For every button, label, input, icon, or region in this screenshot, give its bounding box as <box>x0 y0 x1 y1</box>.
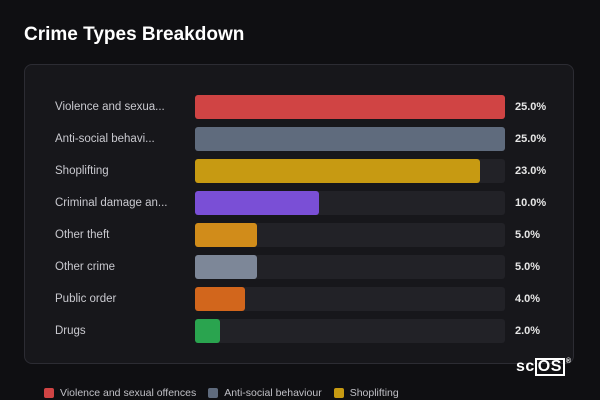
legend-swatch <box>44 388 54 398</box>
bar-track <box>195 319 505 343</box>
bar-category-label: Anti-social behavi... <box>55 133 155 145</box>
legend-swatch <box>208 388 219 398</box>
bar-track <box>195 255 505 279</box>
bar-row: Anti-social behavi... 25.0% <box>25 127 573 151</box>
bar <box>195 223 257 247</box>
bar <box>195 191 319 215</box>
logo-box-text: OS <box>534 358 565 376</box>
bar-category-label: Drugs <box>55 325 86 337</box>
bar-track <box>195 95 505 119</box>
bar-category-label: Public order <box>55 293 117 305</box>
bar-track <box>195 191 505 215</box>
bar-category-label: Other theft <box>55 229 110 241</box>
bar-value-label: 10.0% <box>515 197 547 209</box>
bar-value-label: 25.0% <box>515 101 547 113</box>
bar <box>195 127 505 151</box>
bar-track <box>195 127 505 151</box>
bar-category-label: Shoplifting <box>55 165 109 177</box>
bar-row: Violence and sexua... 25.0% <box>25 95 573 119</box>
bar <box>195 319 220 343</box>
chart-title: Crime Types Breakdown <box>24 24 245 45</box>
bar-value-label: 23.0% <box>515 165 547 177</box>
logo-text: sc <box>516 358 535 375</box>
legend-item: Anti-social behaviour <box>208 386 322 400</box>
bar <box>195 287 245 311</box>
bar-row: Drugs 2.0% <box>25 319 573 343</box>
bar-category-label: Criminal damage an... <box>55 197 168 209</box>
logo-registered-mark: ® <box>565 358 572 365</box>
chart-legend: Violence and sexual offences Anti-social … <box>44 386 399 400</box>
legend-swatch <box>333 388 344 398</box>
bar <box>195 255 257 279</box>
legend-label: Shoplifting <box>349 387 399 399</box>
bar-track <box>195 287 505 311</box>
bar-track <box>195 223 505 247</box>
bar-value-label: 4.0% <box>515 293 541 305</box>
legend-item: Shoplifting <box>333 386 399 400</box>
bar-value-label: 2.0% <box>515 325 541 337</box>
bar-row: Other theft 5.0% <box>25 223 573 247</box>
legend-label: Anti-social behaviour <box>224 387 322 399</box>
bar <box>195 95 505 119</box>
bar-row: Other crime 5.0% <box>25 255 573 279</box>
bar <box>195 159 480 183</box>
legend-item: Violence and sexual offences <box>44 386 196 400</box>
bar-category-label: Other crime <box>55 261 116 273</box>
bar-category-label: Violence and sexua... <box>55 101 165 113</box>
bar-row: Criminal damage an... 10.0% <box>25 191 573 215</box>
chart-card: Violence and sexua... 25.0% Anti-social be… <box>24 64 574 364</box>
legend-label: Violence and sexual offences <box>60 387 197 399</box>
bar-value-label: 5.0% <box>515 261 541 273</box>
bar-value-label: 5.0% <box>515 229 541 241</box>
bar-row: Shoplifting 23.0% <box>25 159 573 183</box>
bar-row: Public order 4.0% <box>25 287 573 311</box>
brand-logo: sc OS ® <box>516 358 572 376</box>
bar-value-label: 25.0% <box>515 133 547 145</box>
bar-track <box>195 159 505 183</box>
